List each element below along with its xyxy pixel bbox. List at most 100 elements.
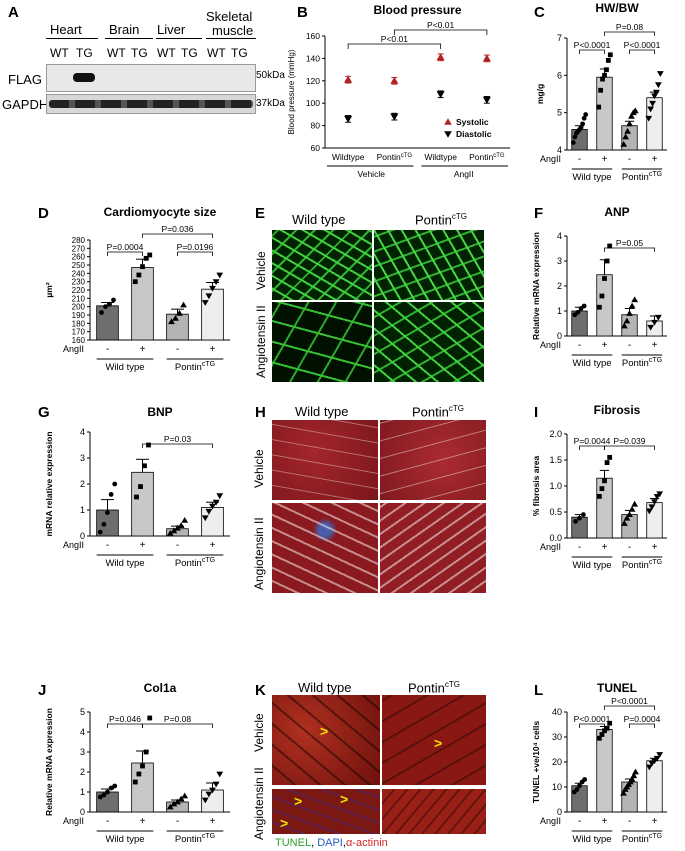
y-tick-label: 3	[80, 747, 85, 757]
data-point	[596, 104, 602, 110]
row-label-gapdh: GAPDH	[2, 97, 49, 112]
group-label-wildtype: Wild type	[572, 560, 611, 571]
group-label-pontin: PontincTG	[622, 833, 662, 845]
lane-label: WT	[157, 46, 176, 60]
y-axis-label: TUNEL +ve/10⁴ cells	[531, 721, 541, 804]
significance-bracket	[629, 723, 655, 728]
data-point	[583, 112, 589, 117]
data-point	[172, 314, 179, 321]
chart-anp: ANP Relative mRNA expression 0 1 2 3 4 P=0.05 An…	[531, 205, 667, 369]
data-point	[570, 140, 576, 145]
data-point	[645, 764, 653, 771]
panel-label-i: I	[534, 404, 539, 421]
data-point	[654, 314, 662, 321]
bar	[201, 288, 224, 341]
angii-label: AngII	[540, 340, 561, 350]
y-axis-label: µm²	[44, 282, 54, 297]
significance-bracket	[393, 29, 488, 35]
group-label-angii: AngII	[454, 169, 474, 179]
data-point	[344, 115, 353, 123]
data-point	[573, 518, 579, 524]
significance-bracket	[142, 443, 213, 448]
if-image-pontin-vehicle	[374, 230, 484, 300]
lane-label: WT	[107, 46, 126, 60]
group-label-pontin: PontincTG	[175, 557, 215, 569]
y-tick-label: 270	[72, 244, 86, 253]
data-point	[107, 301, 112, 307]
underline-muscle	[206, 38, 256, 39]
chart-title: Col1a	[144, 681, 177, 695]
chart-title: TUNEL	[597, 681, 637, 695]
data-point	[134, 494, 139, 500]
data-point	[626, 310, 633, 316]
treatment-sign: -	[106, 344, 109, 355]
y-tick-label: 260	[72, 253, 86, 262]
group-label-pontin: PontincTG	[622, 357, 662, 369]
data-point	[101, 521, 107, 527]
data-point	[574, 787, 580, 792]
size-marker-50: 50kDa	[256, 70, 285, 81]
data-point	[209, 285, 216, 292]
y-tick-label: 0.5	[549, 507, 562, 517]
data-point	[628, 113, 635, 119]
data-point	[620, 789, 627, 796]
treatment-sign: -	[578, 816, 581, 827]
p-value-label: P=0.08	[616, 22, 643, 32]
y-tick-label: 0	[80, 807, 85, 817]
data-point	[205, 293, 213, 300]
significance-bracket	[629, 49, 655, 54]
data-point	[624, 127, 631, 134]
flag-blot-strip	[46, 64, 256, 92]
data-point	[205, 791, 213, 798]
significance-bracket	[604, 247, 655, 252]
arrow-icon: >	[340, 791, 349, 807]
group-label-pontin: PontincTG	[175, 361, 215, 373]
y-tick-label: 230	[72, 278, 86, 287]
data-point	[623, 514, 631, 521]
data-point	[166, 530, 174, 536]
data-point	[147, 252, 153, 258]
legend-label: Systolic	[456, 117, 489, 127]
data-point	[596, 304, 602, 310]
y-tick-label: 0	[557, 331, 562, 341]
gapdh-bands	[49, 100, 253, 108]
data-point	[181, 517, 189, 523]
significance-bracket	[604, 705, 655, 710]
panel-label-c: C	[534, 4, 545, 21]
h-row-vehicle: Vehicle	[252, 449, 266, 488]
treatment-sign: +	[210, 816, 216, 827]
data-point	[628, 506, 636, 512]
panel-label-f: F	[534, 205, 544, 222]
bar	[131, 471, 154, 537]
significance-bracket	[604, 445, 655, 450]
data-point	[201, 300, 209, 306]
legend-label: Diastolic	[456, 129, 492, 139]
bar	[201, 507, 224, 537]
data-point	[201, 515, 209, 522]
bar	[621, 514, 638, 539]
data-point	[482, 96, 491, 104]
data-point	[177, 522, 185, 528]
panel-label-d: D	[38, 205, 49, 222]
data-point	[653, 755, 661, 762]
data-point	[604, 67, 609, 73]
p-value-label: P=0.046	[109, 714, 141, 724]
y-tick-label: 30	[552, 732, 562, 742]
treatment-sign: +	[210, 344, 216, 355]
y-tick-label: 170	[72, 328, 86, 337]
data-point	[105, 510, 110, 515]
angii-label: AngII	[63, 816, 84, 826]
y-tick-label: 240	[72, 269, 86, 278]
data-point	[142, 463, 147, 469]
bar	[596, 477, 613, 539]
data-point	[577, 515, 582, 521]
data-point	[216, 272, 224, 279]
data-point	[180, 301, 187, 308]
p-value-label: P<0.0001	[574, 714, 611, 724]
data-point	[632, 768, 639, 775]
chart-tunel: TUNEL TUNEL +ve/10⁴ cells 0 10 20 30 40 P<0.000…	[531, 681, 667, 845]
treatment-sign: -	[176, 816, 179, 827]
data-point	[620, 520, 628, 526]
data-point	[436, 53, 445, 61]
group-label-wildtype: Wild type	[572, 358, 611, 369]
